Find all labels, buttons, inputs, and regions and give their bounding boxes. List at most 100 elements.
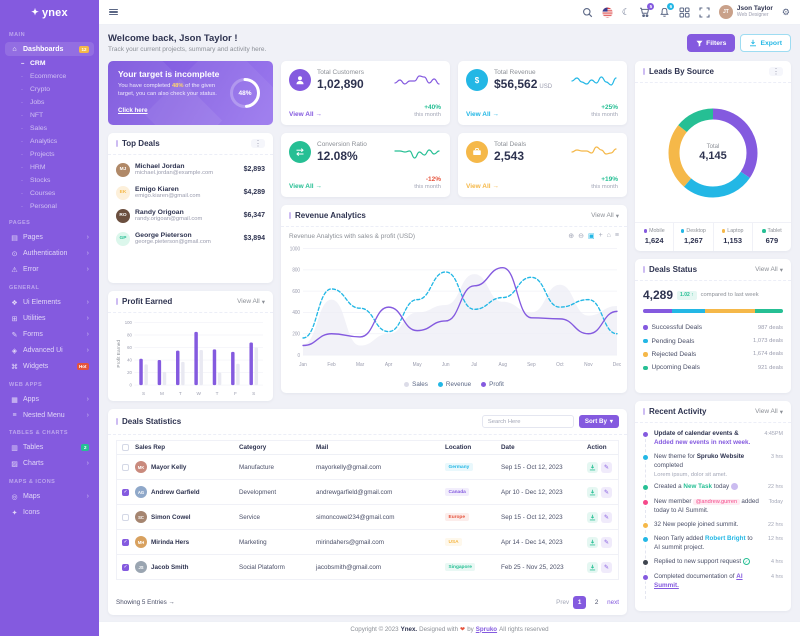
sidebar-item-dashboards[interactable]: ⌂ Dashboards 12 [5,42,94,56]
zoom-out-icon[interactable]: ⊖ [578,233,584,240]
legend-item[interactable]: Revenue [437,381,471,388]
view-all-link[interactable]: View All → [289,111,322,118]
sidebar-item-icons[interactable]: ✦ Icons [5,505,94,520]
dark-mode-icon[interactable]: ☾ [621,6,630,17]
export-button[interactable]: Export [740,34,791,52]
menu-toggle-icon[interactable] [109,8,118,16]
sidebar-subitem-sales[interactable]: · Sales [0,122,99,135]
sidebar-subitem-stocks[interactable]: · Stocks [0,174,99,187]
pagination-next[interactable]: next [607,599,619,606]
row-checkbox[interactable]: ✓ [122,488,129,496]
settings-gear-icon[interactable]: ⚙ [781,6,790,17]
sidebar-subitem-jobs[interactable]: · Jobs [0,96,99,109]
sidebar-subitem-analytics[interactable]: · Analytics [0,135,99,148]
legend-item[interactable]: Sales [404,381,428,388]
filters-button[interactable]: Filters [687,34,736,52]
column-header[interactable]: Location [445,444,472,451]
sidebar-item-error[interactable]: ⚠ Error › [5,262,94,277]
legend-item[interactable]: Profit [481,381,504,388]
sidebar-item-pages[interactable]: ▤ Pages › [5,230,94,245]
edit-button[interactable]: ✎ [601,536,612,548]
sidebar-item-charts[interactable]: ▨ Charts › [5,456,94,471]
view-all-dropdown[interactable]: View All ▾ [755,266,783,274]
sidebar-subitem-ecommerce[interactable]: · Ecommerce [0,70,99,83]
edit-button[interactable]: ✎ [601,461,612,473]
row-checkbox[interactable]: ✓ [122,563,129,571]
column-header[interactable]: Sales Rep [135,444,166,451]
apps-grid-icon[interactable] [679,7,690,18]
sidebar-item-apps[interactable]: ▦ Apps › [5,392,94,407]
view-all-dropdown[interactable]: View All ▾ [237,298,265,306]
search-icon[interactable] [582,7,593,18]
sidebar-subitem-courses[interactable]: · Courses [0,187,99,200]
pagination-page[interactable]: 1 [573,596,587,609]
edit-button[interactable]: ✎ [601,511,612,523]
download-button[interactable] [587,486,598,498]
sidebar-item-maps[interactable]: ◎ Maps › [5,489,94,504]
sidebar-item-advanced-ui[interactable]: ◈ Advanced Ui › [5,343,94,358]
view-all-dropdown[interactable]: View All ▾ [591,212,619,220]
download-button[interactable] [587,511,598,523]
sidebar-subitem-crypto[interactable]: · Crypto [0,83,99,96]
view-all-link[interactable]: View All → [466,111,499,118]
more-options-button[interactable]: ⋮ [251,139,265,148]
row-checkbox[interactable] [122,463,129,471]
more-options-button[interactable]: ⋮ [769,67,783,76]
sidebar-subitem-projects[interactable]: · Projects [0,148,99,161]
row-checkbox[interactable]: ✓ [122,538,129,546]
download-button[interactable] [587,536,598,548]
column-header[interactable]: Mail [316,444,329,451]
view-all-link[interactable]: View All → [289,183,322,190]
chart-menu-icon[interactable]: ≡ [614,232,619,239]
download-button[interactable] [587,461,598,473]
sidebar-item-tables[interactable]: ▥ Tables 2 [5,440,94,455]
leads-legend-item[interactable]: Mobile 1,624 [635,223,675,251]
language-flag-icon[interactable] [602,6,613,18]
reset-zoom-icon[interactable]: ⌂ [606,232,611,239]
pagination-prev[interactable]: Prev [556,599,570,606]
edit-button[interactable]: ✎ [601,561,612,573]
pagination-page[interactable]: 2 [594,599,599,606]
row-checkbox[interactable] [122,513,129,521]
spruko-link[interactable]: Spruko [475,625,498,633]
edit-button[interactable]: ✎ [601,486,612,498]
view-all-dropdown[interactable]: View All ▾ [755,408,783,416]
sidebar-item-ui-elements[interactable]: ❖ Ui Elements › [5,295,94,310]
leads-legend-item[interactable]: Desktop 1,267 [674,223,714,251]
column-header[interactable]: Action [587,444,607,451]
sidebar-item-authentication[interactable]: ⊙ Authentication › [5,246,94,261]
app-logo[interactable]: ✦ ynex [0,0,99,25]
notifications-bell-icon[interactable]: 6 [659,2,675,18]
sidebar-subitem-crm[interactable]: – CRM [0,57,99,70]
selection-zoom-icon[interactable]: ▣ [587,233,595,240]
sidebar-subitem-nft[interactable]: · NFT [0,109,99,122]
deal-list-item[interactable]: MJ Michael Jordan michael.jordan@example.c… [108,158,273,181]
fullscreen-icon[interactable] [699,6,710,18]
search-input[interactable] [481,415,574,428]
zoom-in-icon[interactable]: ⊕ [568,233,575,240]
cart-icon[interactable]: 5 [639,2,655,18]
deal-list-item[interactable]: RO Randy Origoan randy.origoan@gmail.com $6… [108,204,273,227]
sidebar-item-widgets[interactable]: ⌘ Widgets Hot [5,359,94,374]
sidebar-item-utilities[interactable]: ⊞ Utilities › [5,311,94,326]
sidebar-subitem-personal[interactable]: · Personal [0,200,99,213]
user-menu[interactable]: JT Json Taylor Web Designer [718,5,773,19]
sidebar-item-forms[interactable]: ✎ Forms › [5,327,94,342]
leads-legend-item[interactable]: Tablet 679 [753,223,791,251]
deal-list-item[interactable]: EK Emigo Kiaren emigo.kiaren@gmail.com $4,2… [108,181,273,204]
deal-list-item[interactable]: GP George Pieterson george.pieterson@gmail… [108,227,273,250]
sidebar-subitem-hrm[interactable]: · HRM [0,161,99,174]
column-header[interactable]: Date [501,444,515,451]
pan-icon[interactable]: + [598,232,603,239]
kpi-card-total-deals: Total Deals 2,543 View All → +19% this month [458,133,627,197]
sidebar-item-label: Forms [23,331,43,338]
click-here-link[interactable]: Click here [118,106,148,114]
leads-legend-item[interactable]: Laptop 1,153 [714,223,753,251]
select-all-checkbox[interactable] [122,444,129,451]
column-header[interactable]: Category [239,444,267,451]
download-button[interactable] [587,561,598,573]
view-all-link[interactable]: View All → [466,183,499,190]
sort-by-button[interactable]: Sort By ▾ [578,415,619,428]
deals-status-card: Deals Status View All ▾ 4,289 1.02 ↑ comp… [635,259,791,393]
sidebar-item-nested-menu[interactable]: ≡ Nested Menu › [5,408,94,422]
